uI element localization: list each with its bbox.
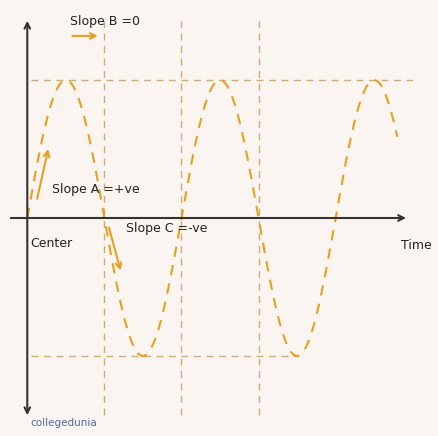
Text: Slope B =0: Slope B =0 xyxy=(70,15,140,27)
Text: Slope C =-ve: Slope C =-ve xyxy=(126,222,207,235)
Text: Center: Center xyxy=(30,237,73,250)
Text: Slope A =+ve: Slope A =+ve xyxy=(52,183,140,196)
Text: Time: Time xyxy=(401,238,432,252)
Text: collegedunia: collegedunia xyxy=(30,418,97,428)
